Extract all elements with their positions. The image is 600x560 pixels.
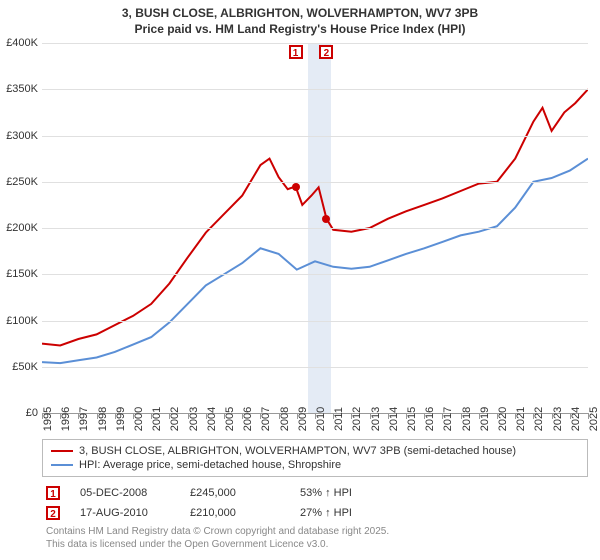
x-tick-label: 2019: [479, 407, 491, 431]
x-tick-label: 1995: [42, 407, 54, 431]
x-tick-label: 2024: [570, 407, 582, 431]
title-line1: 3, BUSH CLOSE, ALBRIGHTON, WOLVERHAMPTON…: [0, 6, 600, 22]
y-tick-label: £250K: [6, 176, 38, 188]
x-tick-label: 2002: [169, 407, 181, 431]
sales-table: 1 05-DEC-2008 £245,000 53% ↑ HPI 2 17-AU…: [42, 483, 588, 523]
legend: 3, BUSH CLOSE, ALBRIGHTON, WOLVERHAMPTON…: [42, 439, 588, 477]
y-gridline: [42, 367, 588, 368]
y-tick-label: £400K: [6, 37, 38, 49]
legend-swatch: [51, 450, 73, 452]
sale-row: 2 17-AUG-2010 £210,000 27% ↑ HPI: [42, 503, 588, 523]
copyright-line1: Contains HM Land Registry data © Crown c…: [46, 526, 584, 539]
y-gridline: [42, 321, 588, 322]
x-tick-label: 2021: [515, 407, 527, 431]
x-tick-label: 2008: [279, 407, 291, 431]
x-tick-label: 1996: [60, 407, 72, 431]
sale-point: [292, 183, 300, 191]
x-tick-label: 2023: [552, 407, 564, 431]
y-tick-label: £300K: [6, 130, 38, 142]
sale-date: 17-AUG-2010: [80, 507, 170, 519]
x-tick-label: 2006: [242, 407, 254, 431]
y-gridline: [42, 89, 588, 90]
x-tick-label: 2014: [388, 407, 400, 431]
chart-container: 3, BUSH CLOSE, ALBRIGHTON, WOLVERHAMPTON…: [0, 0, 600, 560]
legend-item: 3, BUSH CLOSE, ALBRIGHTON, WOLVERHAMPTON…: [51, 444, 579, 458]
y-tick-label: £50K: [12, 361, 38, 373]
plot-area: £0£50K£100K£150K£200K£250K£300K£350K£400…: [42, 43, 588, 414]
x-tick-label: 2022: [533, 407, 545, 431]
y-tick-label: £200K: [6, 222, 38, 234]
x-tick-label: 1998: [97, 407, 109, 431]
chart-marker-label: 2: [319, 45, 333, 59]
x-tick-label: 2015: [406, 407, 418, 431]
x-tick-label: 2012: [351, 407, 363, 431]
x-tick-label: 2011: [333, 407, 345, 431]
x-tick-label: 2013: [370, 407, 382, 431]
y-gridline: [42, 228, 588, 229]
title-line2: Price paid vs. HM Land Registry's House …: [0, 22, 600, 38]
y-gridline: [42, 43, 588, 44]
chart-marker-label: 1: [289, 45, 303, 59]
x-tick-label: 2025: [588, 407, 600, 431]
x-tick-label: 2016: [424, 407, 436, 431]
sale-hpi-delta: 53% ↑ HPI: [300, 487, 390, 499]
x-tick-label: 2018: [461, 407, 473, 431]
x-tick-label: 2020: [497, 407, 509, 431]
legend-label: 3, BUSH CLOSE, ALBRIGHTON, WOLVERHAMPTON…: [79, 445, 516, 457]
x-tick-label: 2017: [442, 407, 454, 431]
legend-item: HPI: Average price, semi-detached house,…: [51, 458, 579, 472]
y-tick-label: £150K: [6, 268, 38, 280]
x-tick-label: 2003: [188, 407, 200, 431]
sale-marker: 2: [46, 506, 60, 520]
x-tick-label: 2000: [133, 407, 145, 431]
sale-marker: 1: [46, 486, 60, 500]
x-tick-label: 1997: [78, 407, 90, 431]
chart-footer: 3, BUSH CLOSE, ALBRIGHTON, WOLVERHAMPTON…: [42, 439, 588, 554]
y-gridline: [42, 182, 588, 183]
sale-hpi-delta: 27% ↑ HPI: [300, 507, 390, 519]
y-tick-label: £0: [26, 407, 38, 419]
sale-point: [322, 215, 330, 223]
x-tick-label: 2007: [260, 407, 272, 431]
copyright: Contains HM Land Registry data © Crown c…: [42, 523, 588, 554]
x-tick-label: 1999: [115, 407, 127, 431]
series-line: [42, 159, 588, 364]
copyright-line2: This data is licensed under the Open Gov…: [46, 539, 584, 552]
y-gridline: [42, 136, 588, 137]
x-tick-label: 2009: [297, 407, 309, 431]
x-tick-label: 2005: [224, 407, 236, 431]
sale-price: £245,000: [190, 487, 280, 499]
sale-date: 05-DEC-2008: [80, 487, 170, 499]
legend-label: HPI: Average price, semi-detached house,…: [79, 459, 341, 471]
legend-swatch: [51, 464, 73, 466]
y-tick-label: £100K: [6, 315, 38, 327]
y-tick-label: £350K: [6, 83, 38, 95]
x-tick-label: 2010: [315, 407, 327, 431]
x-tick-label: 2001: [151, 407, 163, 431]
sale-price: £210,000: [190, 507, 280, 519]
x-tick-label: 2004: [206, 407, 218, 431]
sale-row: 1 05-DEC-2008 £245,000 53% ↑ HPI: [42, 483, 588, 503]
chart-title: 3, BUSH CLOSE, ALBRIGHTON, WOLVERHAMPTON…: [0, 0, 600, 37]
y-gridline: [42, 274, 588, 275]
